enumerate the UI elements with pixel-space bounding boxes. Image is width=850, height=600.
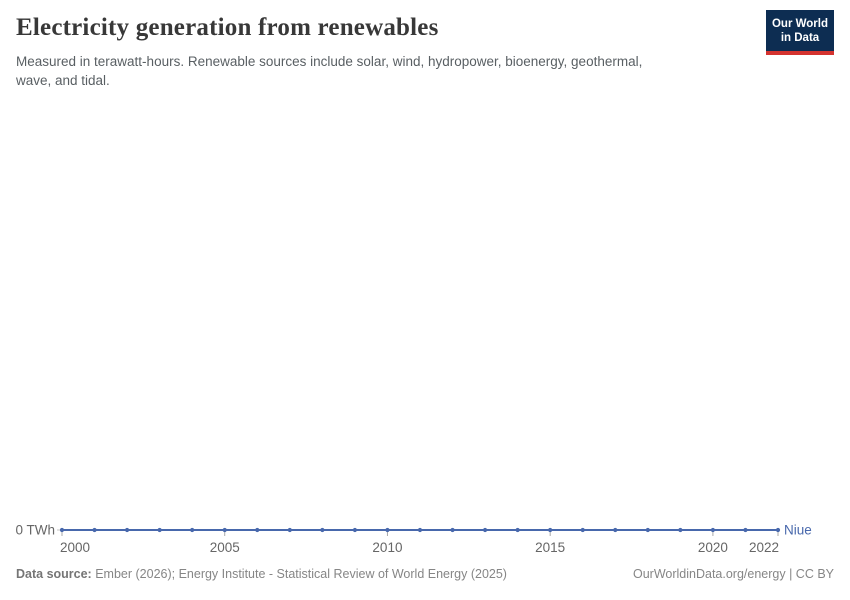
chart-subtitle: Measured in terawatt-hours. Renewable so…	[16, 54, 643, 89]
data-point[interactable]	[775, 527, 781, 533]
data-point[interactable]	[743, 527, 748, 533]
data-point[interactable]	[92, 527, 97, 533]
data-point[interactable]	[645, 527, 650, 533]
data-source-note: Data source: Ember (2026); Energy Instit…	[16, 567, 507, 581]
data-source-text: Ember (2026); Energy Institute - Statist…	[91, 567, 507, 581]
x-axis-tick-label: 2022	[749, 540, 779, 555]
data-point[interactable]	[613, 527, 618, 533]
x-axis-tick-label: 2015	[535, 540, 565, 555]
data-point[interactable]	[450, 527, 455, 533]
data-point[interactable]	[417, 527, 423, 533]
chart-footer: Data source: Ember (2026); Energy Instit…	[16, 567, 834, 581]
data-point[interactable]	[515, 527, 520, 533]
data-point[interactable]	[548, 527, 553, 533]
data-point[interactable]	[157, 527, 162, 533]
data-point[interactable]	[190, 527, 195, 533]
y-axis-tick-label: 0 TWh	[15, 523, 55, 538]
data-point[interactable]	[710, 527, 716, 533]
data-point[interactable]	[320, 527, 325, 533]
owid-logo-text-line1: Our World	[771, 18, 828, 30]
x-axis-tick-label: 2000	[60, 540, 90, 555]
data-point[interactable]	[352, 527, 358, 533]
x-axis-tick-label: 2005	[210, 540, 240, 555]
data-point[interactable]	[222, 527, 227, 533]
data-point[interactable]	[482, 527, 488, 533]
data-point[interactable]	[287, 527, 292, 533]
data-point[interactable]	[59, 527, 65, 533]
owid-logo[interactable]: Our World in Data	[766, 10, 834, 56]
data-point[interactable]	[385, 527, 390, 533]
data-point[interactable]	[124, 527, 130, 533]
license-credit-link[interactable]: OurWorldinData.org/energy | CC BY	[632, 567, 834, 581]
data-point[interactable]	[580, 527, 585, 533]
x-axis-tick-label: 2010	[372, 540, 402, 555]
owid-logo-text-line2: in Data	[780, 32, 820, 45]
page-title: Electricity generation from renewables	[16, 14, 439, 41]
data-point[interactable]	[678, 527, 683, 533]
x-axis-tick-label: 2020	[698, 540, 728, 555]
entity-label[interactable]: Niue	[784, 523, 812, 538]
data-source-label: Data source:	[16, 567, 92, 581]
data-point[interactable]	[255, 527, 260, 533]
